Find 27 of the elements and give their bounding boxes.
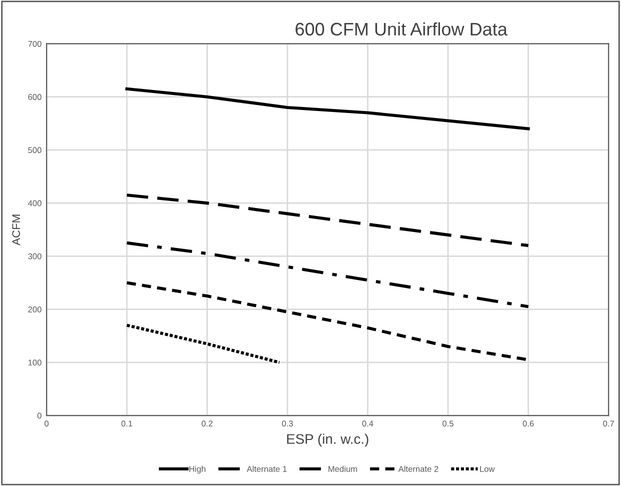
line-series xyxy=(125,241,530,308)
x-tick-label: 0.6 xyxy=(522,420,534,427)
x-tick-label: 0.1 xyxy=(121,420,132,427)
line-series xyxy=(125,87,530,130)
y-tick-label: 400 xyxy=(28,200,42,206)
x-tick-label: 0.7 xyxy=(603,420,614,427)
y-tick-label: 0 xyxy=(37,412,42,419)
x-tick-label: 0.5 xyxy=(442,420,454,427)
y-axis-title: ACFM xyxy=(12,214,20,246)
y-tick-label: 300 xyxy=(28,253,42,260)
legend-label: Low xyxy=(480,466,495,472)
x-axis-title: ESP (in. w.c.) xyxy=(287,434,368,447)
y-tick-label: 500 xyxy=(28,147,42,154)
y-tick-label: 700 xyxy=(28,40,42,47)
legend-label: Alternate 1 xyxy=(246,466,287,472)
line-series xyxy=(125,194,530,248)
legend-label: Alternate 2 xyxy=(398,466,438,472)
legend-label: High xyxy=(189,466,206,474)
x-tick-label: 0.2 xyxy=(202,420,213,427)
x-tick-label: 0.4 xyxy=(362,420,374,427)
x-tick-label: 0 xyxy=(44,420,49,427)
legend-label: Medium xyxy=(328,466,357,472)
y-tick-label: 200 xyxy=(28,306,42,312)
chart-title: 600 CFM Unit Airflow Data xyxy=(296,22,508,36)
y-tick-label: 100 xyxy=(28,360,42,366)
x-tick-label: 0.3 xyxy=(282,420,293,427)
y-tick-label: 600 xyxy=(28,94,42,100)
